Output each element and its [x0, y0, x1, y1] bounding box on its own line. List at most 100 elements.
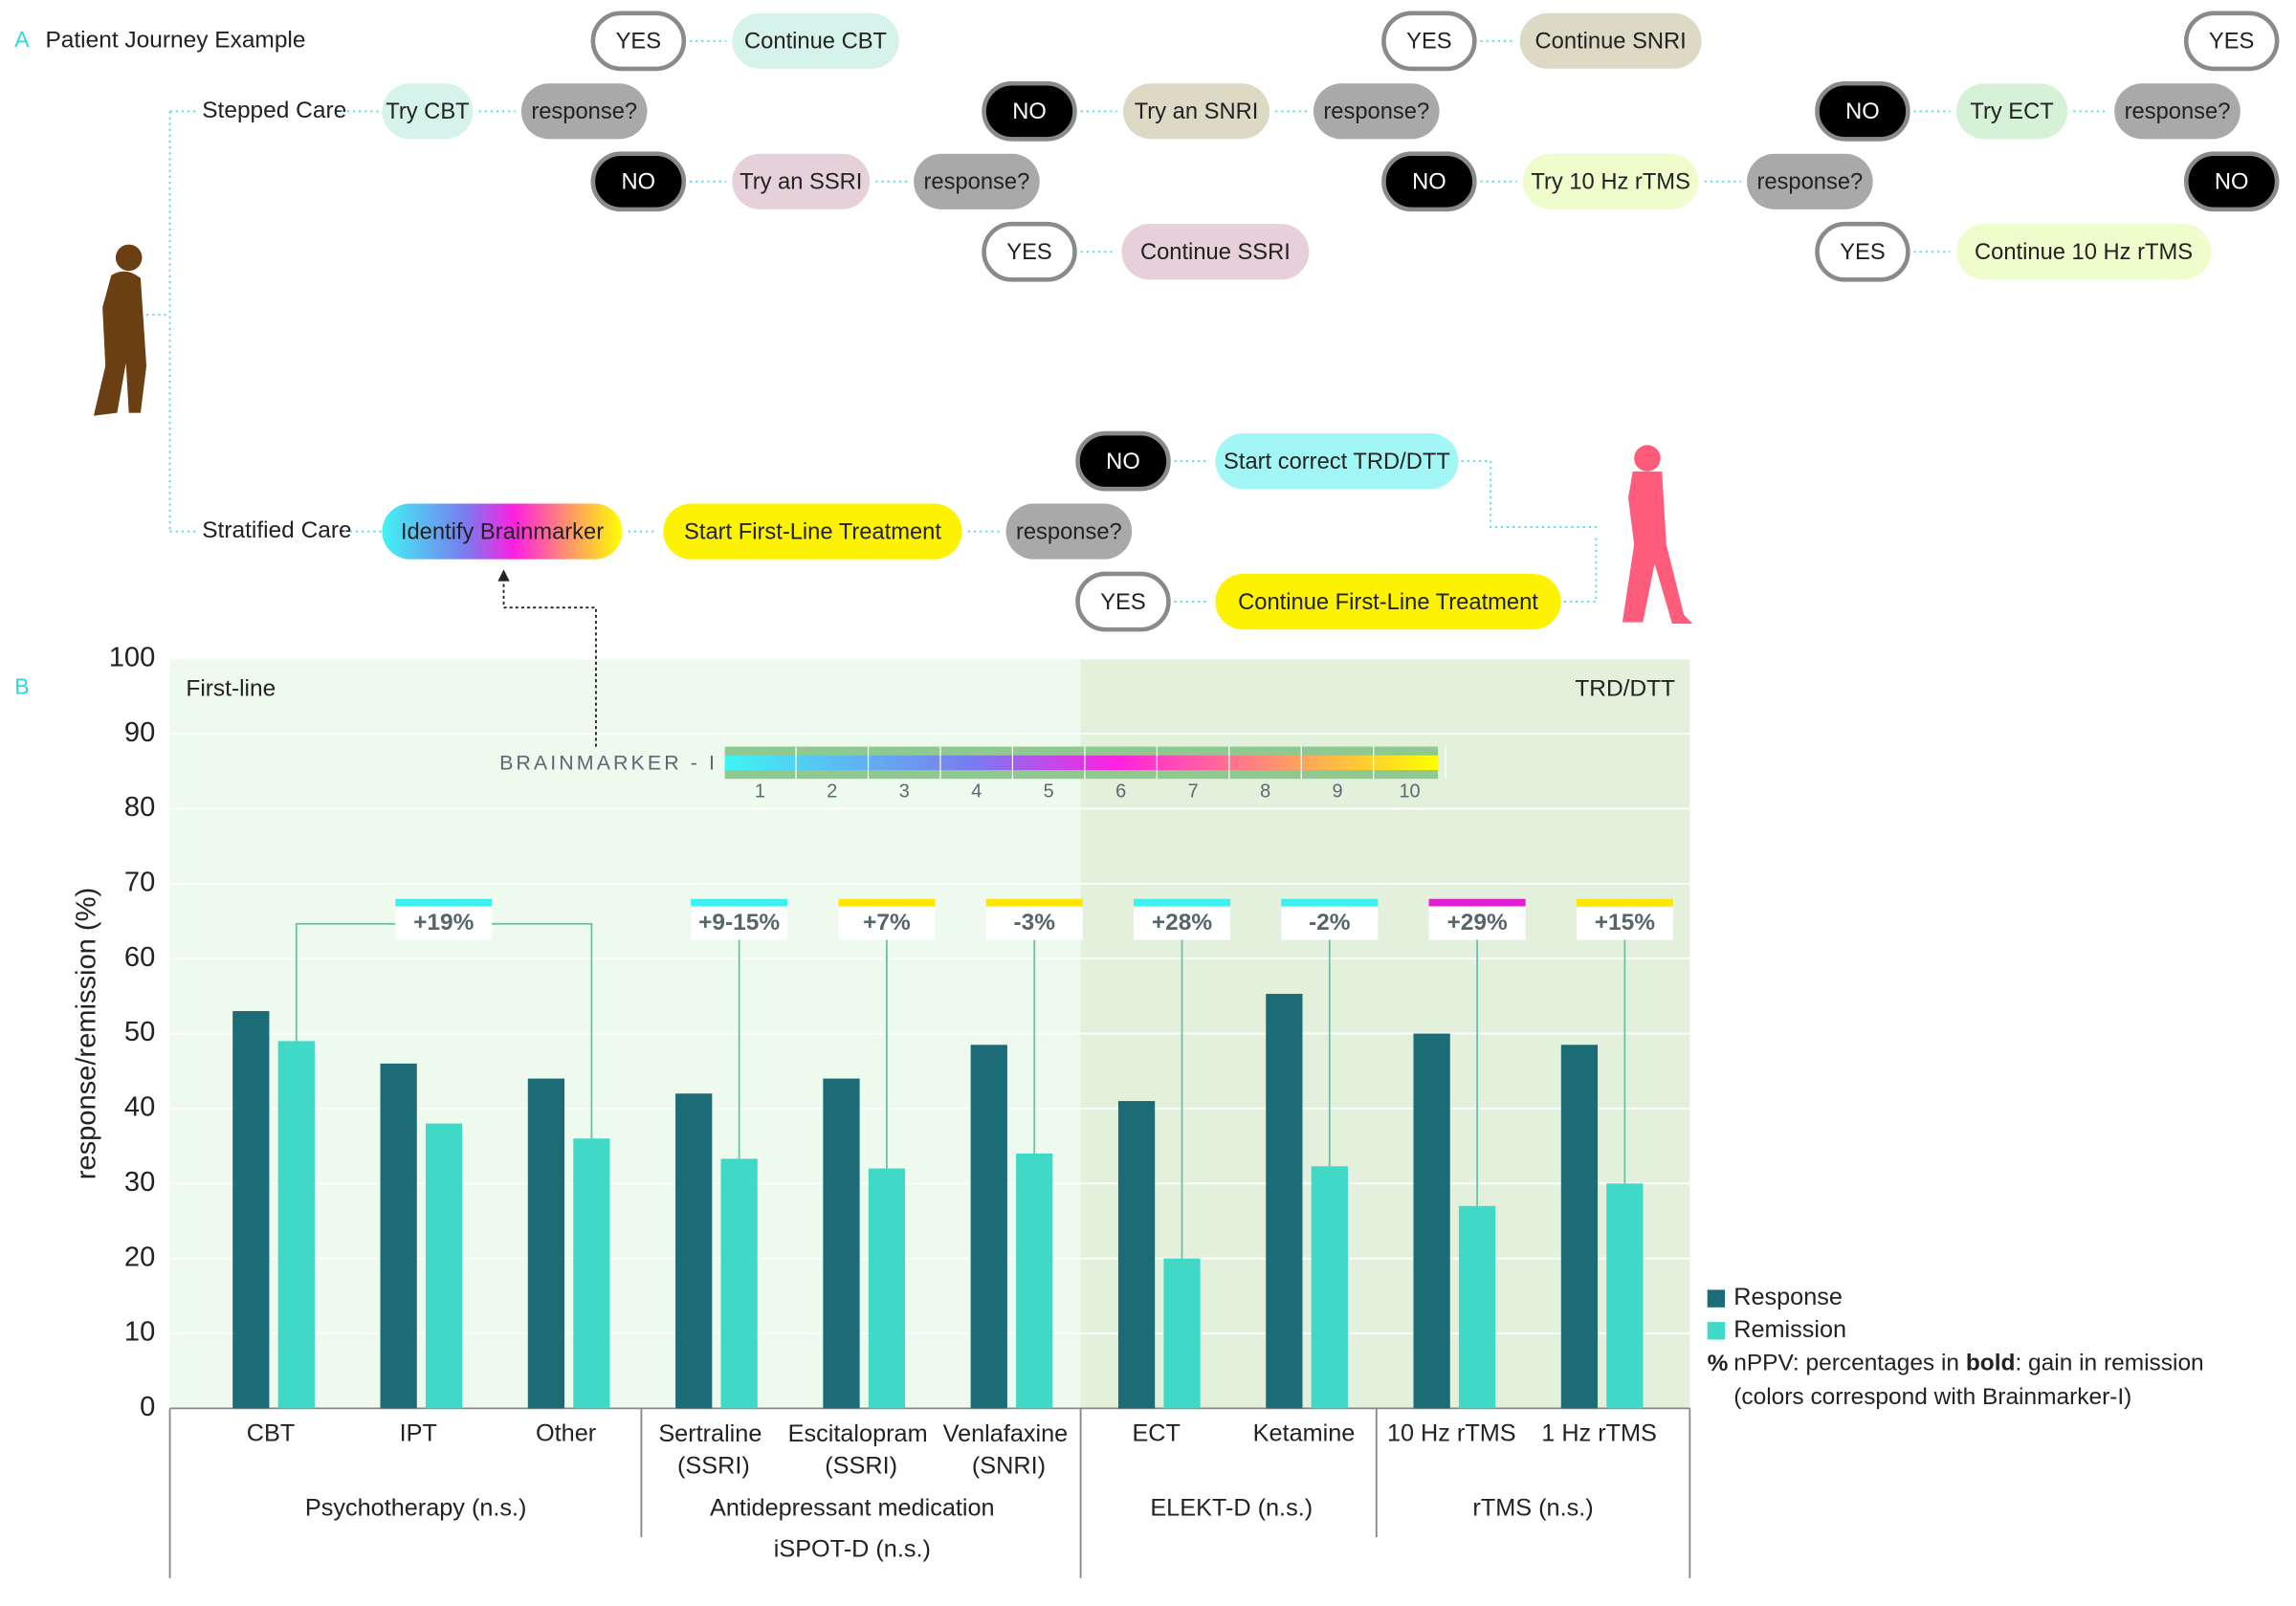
- annotation-color: [691, 898, 788, 907]
- annotation: -2%: [1309, 910, 1351, 935]
- brainmarker-tick: 10: [1399, 781, 1420, 802]
- node-label: Continue SNRI: [1535, 30, 1687, 55]
- backgrounds: [169, 657, 1690, 1410]
- y-tick-label: 40: [124, 1092, 155, 1123]
- annotation-box: [1576, 907, 1673, 940]
- bar: [1458, 1205, 1496, 1409]
- bar: [573, 1138, 610, 1409]
- legend-label: Response: [1733, 1284, 1843, 1310]
- y-tick-label: 20: [124, 1242, 155, 1272]
- x-tick-label: CBT: [247, 1420, 296, 1447]
- node-label: NO: [2215, 170, 2249, 195]
- x-tick-label: Escitalopram (SSRI): [788, 1420, 935, 1480]
- y-tick-label: 60: [124, 942, 155, 973]
- legend-swatch: [1707, 1289, 1726, 1308]
- x-tick-label: Other: [536, 1420, 596, 1447]
- bar: [970, 1045, 1007, 1409]
- bar: [425, 1123, 463, 1409]
- node-label: NO: [1412, 170, 1446, 195]
- annotation: +19%: [413, 910, 475, 935]
- y-tick-label: 90: [124, 717, 155, 748]
- annotation: +29%: [1446, 910, 1508, 935]
- bar: [277, 1041, 315, 1409]
- node-label: response?: [924, 170, 1030, 195]
- bar: [1413, 1033, 1450, 1409]
- node-label: Continue CBT: [744, 30, 887, 55]
- annotation: +9-15%: [698, 910, 780, 935]
- brainmarker-tick: 4: [971, 781, 982, 802]
- annotation-color: [1428, 898, 1526, 907]
- panel-label: B: [14, 673, 29, 698]
- annotation-box: [1428, 907, 1526, 940]
- bar: [1606, 1183, 1644, 1409]
- legend-swatch: [1707, 1322, 1726, 1340]
- node: [732, 12, 899, 69]
- legend-note: (colors correspond with Brainmarker-I): [1733, 1384, 2131, 1410]
- node-label: Try an SNRI: [1135, 99, 1259, 124]
- x-tick-label: Venlafaxine (SNRI): [943, 1420, 1075, 1480]
- brainmarker-tick: 2: [827, 781, 837, 802]
- node-label: Continue 10 Hz rTMS: [1975, 240, 2193, 265]
- y-axis-label: response/remission (%): [72, 888, 102, 1179]
- annotation-color: [1281, 898, 1379, 907]
- node-label: Start First-Line Treatment: [684, 519, 941, 544]
- node: [1815, 80, 1910, 142]
- node: [1955, 224, 2212, 280]
- bar: [1117, 1101, 1156, 1409]
- node: [2183, 11, 2280, 72]
- annotation: +15%: [1595, 910, 1656, 935]
- x-tick-label: ECT: [1132, 1420, 1181, 1447]
- node-label: Start correct TRD/DTT: [1224, 450, 1450, 474]
- node: [1381, 151, 1477, 212]
- y-tick-label: 70: [124, 868, 155, 898]
- brainmarker-gradient: [724, 755, 1439, 771]
- node-label: Try ECT: [1970, 99, 2053, 124]
- node: [2114, 83, 2241, 140]
- y-tick-label: 10: [124, 1317, 155, 1348]
- node-label: YES: [1406, 30, 1451, 55]
- annotation-box: [838, 907, 936, 940]
- x-tick-label: IPT: [400, 1420, 437, 1447]
- node-label: NO: [1012, 99, 1047, 124]
- connector: [146, 110, 383, 533]
- annotation-color: [395, 898, 493, 907]
- node: [1075, 430, 1171, 492]
- bar: [823, 1078, 860, 1409]
- annotation-color: [1576, 898, 1673, 907]
- connector: [1461, 460, 1600, 604]
- annotation-color: [985, 898, 1083, 907]
- brainmarker-arrow: [502, 578, 597, 747]
- brainmarker-label: BRAINMARKER - I: [499, 752, 718, 775]
- bar: [380, 1063, 417, 1409]
- brainmarker-tick: 1: [755, 781, 765, 802]
- node-label: response?: [1323, 99, 1429, 124]
- bar: [527, 1078, 565, 1409]
- node: [1381, 11, 1477, 72]
- node: [1005, 503, 1133, 560]
- annotation-box: [395, 907, 493, 940]
- node-label: YES: [1100, 590, 1145, 615]
- legend-symbol: %: [1708, 1351, 1729, 1376]
- group-label: iSPOT-D (n.s.): [774, 1536, 931, 1563]
- node: [663, 503, 962, 560]
- brainmarker-tick: 7: [1188, 781, 1199, 802]
- node: [520, 83, 648, 140]
- node: [914, 153, 1040, 209]
- node-label: Try 10 Hz rTMS: [1531, 170, 1689, 195]
- node: [1519, 12, 1702, 69]
- node-label: Try CBT: [386, 99, 469, 124]
- node-label: Identify Brainmarker: [401, 519, 604, 544]
- brainmarker-tick: 5: [1044, 781, 1054, 802]
- brainmarker-tick: 6: [1115, 781, 1126, 802]
- bar: [675, 1093, 713, 1409]
- annotation-box: [691, 907, 788, 940]
- node-label: response?: [2125, 99, 2231, 124]
- annotation: +28%: [1152, 910, 1213, 935]
- node-label: YES: [616, 30, 661, 55]
- annotation-color: [1134, 898, 1231, 907]
- node: [982, 80, 1077, 142]
- panel-title: Patient Journey Example: [45, 27, 305, 53]
- bar: [1163, 1258, 1201, 1409]
